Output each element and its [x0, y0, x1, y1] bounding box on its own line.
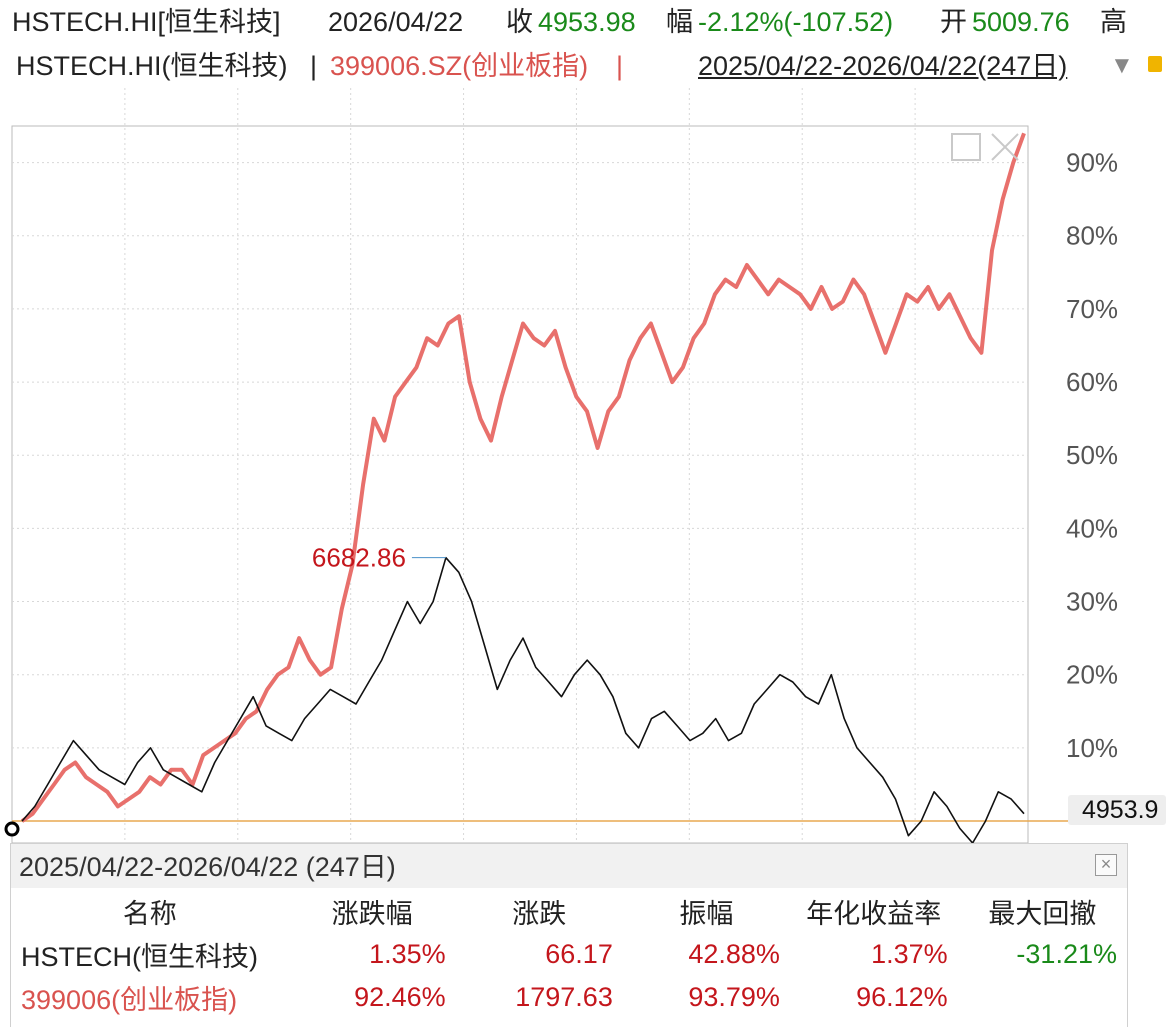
tool-icon[interactable] — [1148, 56, 1162, 72]
col-header-annual-return: 年化收益率 — [806, 899, 942, 929]
cell-max-drawdown: -31.21% — [1016, 939, 1117, 969]
symbol-title: HSTECH.HI[恒生科技] — [12, 7, 281, 37]
table-row[interactable]: HSTECH(恒生科技) 1.35% 66.17 42.88% 1.37% -3… — [11, 933, 1127, 976]
plot-area — [11, 125, 1029, 844]
cell-change: 1797.63 — [515, 982, 613, 1012]
stats-table: 名称 涨跌幅 涨跌 振幅 年化收益率 最大回撤 HSTECH(恒生科技) 1.3… — [11, 890, 1127, 1019]
compare-bar: HSTECH.HI(恒生科技) | 399006.SZ(创业板指) | 2025… — [0, 44, 1166, 88]
col-header-amplitude: 振幅 — [679, 899, 734, 929]
date-range-selector[interactable]: 2025/04/22-2026/04/22(247日) — [698, 51, 1068, 81]
legend-separator-2: | — [616, 51, 624, 81]
legend-separator: | — [310, 51, 318, 81]
close-icon[interactable]: × — [1095, 854, 1117, 876]
cell-change-pct: 1.35% — [369, 939, 446, 969]
comparison-chart: 10% 20% 30% 40% 50% 60% 70% 80% 90% 6682.86 — [4, 88, 1118, 844]
cell-amplitude: 42.88% — [688, 939, 780, 969]
y-tick-label: 60% — [1066, 367, 1118, 397]
open-value: 5009.76 — [972, 7, 1070, 37]
series-a-legend[interactable]: HSTECH.HI(恒生科技) — [16, 51, 288, 81]
y-tick-label: 20% — [1066, 660, 1118, 690]
y-tick-label: 40% — [1066, 513, 1118, 543]
cell-change-pct: 92.46% — [354, 982, 446, 1012]
high-value-label: 6682.86 — [312, 543, 406, 573]
y-tick-label: 70% — [1066, 294, 1118, 324]
start-marker — [4, 821, 20, 837]
cell-change: 66.17 — [545, 939, 613, 969]
open-label: 开 — [940, 7, 967, 37]
current-price-label: 4953.9 — [1068, 795, 1166, 825]
row-name: 399006(创业板指) — [21, 985, 238, 1015]
cell-annual-return: 1.37% — [871, 939, 948, 969]
y-tick-label: 10% — [1066, 733, 1118, 763]
high-label: 高 — [1100, 7, 1127, 37]
row-name: HSTECH(恒生科技) — [21, 942, 258, 972]
cell-max-drawdown — [958, 976, 1127, 1019]
series-b-legend[interactable]: 399006.SZ(创业板指) — [330, 51, 589, 81]
change-label: 幅 — [666, 7, 693, 37]
header-bar: HSTECH.HI[恒生科技] 2026/04/22 收 4953.98 幅 -… — [0, 0, 1166, 44]
stats-panel-title: 2025/04/22-2026/04/22 (247日) — [11, 844, 1127, 888]
cell-annual-return: 96.12% — [856, 982, 948, 1012]
col-header-max-drawdown: 最大回撤 — [988, 899, 1097, 929]
series-line-chinext — [20, 132, 1026, 823]
quote-date: 2026/04/22 — [328, 7, 464, 37]
y-tick-label: 90% — [1066, 148, 1118, 178]
table-header-row: 名称 涨跌幅 涨跌 振幅 年化收益率 最大回撤 — [11, 890, 1127, 933]
y-tick-label: 30% — [1066, 587, 1118, 617]
col-header-change: 涨跌 — [512, 899, 567, 929]
col-header-change-pct: 涨跌幅 — [331, 899, 413, 929]
y-tick-label: 50% — [1066, 440, 1118, 470]
table-row[interactable]: 399006(创业板指) 92.46% 1797.63 93.79% 96.12… — [11, 976, 1127, 1019]
maximize-icon — [951, 133, 981, 161]
stats-panel: 2025/04/22-2026/04/22 (247日) × 名称 涨跌幅 涨跌… — [10, 843, 1128, 1027]
change-value: -2.12%(-107.52) — [698, 7, 894, 37]
close-chart-icon — [991, 133, 1019, 161]
col-header-name: 名称 — [122, 899, 177, 929]
series-line-hstech — [21, 556, 1025, 844]
cell-amplitude: 93.79% — [688, 982, 780, 1012]
y-tick-label: 80% — [1066, 221, 1118, 251]
close-value: 4953.98 — [538, 7, 636, 37]
dropdown-arrow-icon[interactable]: ▼ — [1110, 52, 1134, 79]
close-label: 收 — [506, 7, 533, 37]
